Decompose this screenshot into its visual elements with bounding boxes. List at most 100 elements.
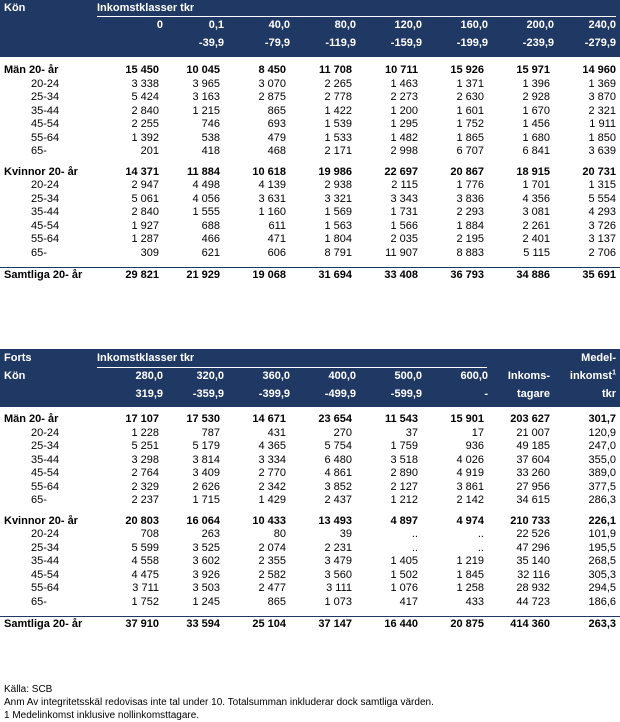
cell-value: 35 140: [516, 555, 550, 567]
cell-value: 1 601: [456, 104, 484, 117]
cell-value: 1 422: [324, 104, 352, 117]
cell-value: 5 179: [192, 440, 220, 452]
table-row: 25-34 5 251 5 179 4 365 5 754 1 759 936 49 185 2…: [0, 440, 620, 454]
cell-value: 431: [267, 426, 286, 439]
cell-value: 1 456: [522, 118, 550, 130]
cell-value: 5 251: [131, 440, 159, 452]
cell-value: 305,3: [588, 568, 616, 581]
table-row: 55-64 1 392 538 479 1 533 1 482 1 865 1 680 1 85…: [0, 132, 620, 146]
cell-value: 27 956: [516, 480, 550, 493]
cell-value: 3 861: [456, 480, 484, 493]
cell-value: 2 764: [131, 467, 159, 479]
table2-corner-label: Kön: [4, 370, 26, 382]
table2-header: Forts Kön Inkomstklasser tkr 280,0 319,9 3…: [0, 349, 620, 407]
cell-value: 1 752: [456, 118, 484, 130]
cell-value: 309: [140, 246, 159, 259]
cell-value: 708: [140, 528, 159, 540]
cell-value: 21 007: [516, 426, 550, 439]
cell-value: 1 245: [192, 595, 220, 608]
table-row: 65- 309 621 606 8 791 11 907 8 883 5 115 2 706: [0, 247, 620, 261]
cell-value: 11 543: [384, 413, 418, 425]
table1-col-8-from: 240,0: [588, 19, 616, 31]
cell-value: 1 212: [390, 494, 418, 506]
cell-value: 1 569: [324, 206, 352, 218]
table-row: 45-54 1 927 688 611 1 563 1 566 1 884 2 261 3 72…: [0, 220, 620, 234]
cell-value: 25 104: [224, 616, 290, 632]
cell-value: 28 932: [516, 582, 550, 594]
table1-col-3-from: 40,0: [268, 19, 290, 31]
cell-value: 2 770: [258, 467, 286, 479]
table1-col-2-from: 0,1: [208, 19, 224, 31]
cell-value: 1 463: [390, 77, 418, 90]
table-row: 20-24 3 338 3 965 3 070 2 265 1 463 1 371 1 396…: [0, 78, 620, 92]
cell-value: 1 701: [522, 179, 550, 191]
cell-value: 1 369: [588, 77, 616, 90]
cell-value: 210 733: [510, 514, 550, 527]
row-label: 55-64: [31, 582, 60, 594]
cell-value: 31 694: [290, 267, 356, 283]
cell-value: 4 356: [522, 192, 550, 205]
spacer-cell: [0, 159, 620, 166]
cell-value: 6 841: [522, 145, 550, 157]
cell-value: 11 884: [186, 165, 220, 178]
spacer-cell: [0, 508, 620, 515]
cell-value: 2 875: [258, 91, 286, 103]
cell-value: 16 064: [186, 514, 220, 527]
cell-value: 414 360: [488, 616, 554, 632]
table2-col-3-from: 360,0: [262, 370, 290, 382]
cell-value: 22 526: [516, 528, 550, 540]
spacer-cell: [0, 609, 620, 617]
group-row: Män 20- år 17 107 17 530 14 671 23 654 11 543…: [0, 413, 620, 427]
table2-group-underline: [97, 367, 487, 368]
recipients-header-line2: tagare: [516, 388, 550, 400]
cell-value: 15 901: [450, 413, 484, 425]
row-label: Kvinnor 20- år: [4, 165, 78, 178]
cell-value: 19 068: [224, 267, 290, 283]
cell-value: 20 867: [450, 165, 484, 178]
cell-value: 268,5: [588, 555, 616, 567]
cell-value: 2 255: [131, 118, 159, 130]
table2-group-label: Inkomstklasser tkr: [97, 352, 195, 364]
mean-header-text: inkomst: [569, 370, 613, 382]
cell-value: 2 928: [522, 91, 550, 103]
row-label: 35-44: [31, 206, 60, 218]
cell-value: 226,1: [588, 514, 616, 527]
cell-value: 263,3: [554, 616, 620, 632]
cell-value: 1 731: [390, 206, 418, 218]
cell-value: 203 627: [510, 413, 550, 425]
row-label: 45-54: [31, 219, 60, 232]
total-row: Samtliga 20- år 37 910 33 594 25 104 37 147 1…: [0, 616, 620, 632]
cell-value: 2 035: [390, 233, 418, 245]
row-label: 35-44: [31, 104, 60, 117]
cell-value: 1 482: [390, 131, 418, 144]
cell-value: 3 836: [456, 192, 484, 205]
mean-header-footnote-ref: 1: [612, 369, 616, 377]
cell-value: 538: [201, 131, 220, 144]
cell-value: 3 343: [390, 192, 418, 205]
row-label: 65-: [31, 145, 47, 157]
table1-col-8-to: -279,9: [584, 37, 616, 49]
cell-value: 2 261: [522, 219, 550, 232]
cell-value: 3 560: [324, 568, 352, 581]
cell-value: 3 602: [192, 555, 220, 567]
cell-value: 10 711: [384, 64, 418, 76]
cell-value: 3 814: [192, 453, 220, 466]
cell-value: 1 258: [456, 582, 484, 594]
cell-value: 1 884: [456, 219, 484, 232]
cell-value: 2 998: [390, 145, 418, 157]
cell-value: 1 850: [588, 131, 616, 144]
table1-col-5-from: 120,0: [394, 19, 422, 31]
row-label: Kvinnor 20- år: [4, 514, 78, 527]
table1-col-4-to: -119,9: [325, 37, 356, 49]
cell-value: 2 938: [324, 179, 352, 191]
cell-value: 49 185: [516, 440, 550, 452]
cell-value: 14 671: [252, 413, 286, 425]
cell-value: 4 365: [258, 440, 286, 452]
cell-value: 2 401: [522, 233, 550, 245]
cell-value: 47 296: [516, 541, 550, 554]
cell-value: 1 670: [522, 104, 550, 117]
table-row: 25-34 5 424 3 163 2 875 2 778 2 273 2 630 2 928…: [0, 91, 620, 105]
table-row: 35-44 2 840 1 555 1 160 1 569 1 731 2 293 3 081…: [0, 206, 620, 220]
cell-value: 693: [267, 118, 286, 130]
cell-value: 5 554: [588, 192, 616, 205]
